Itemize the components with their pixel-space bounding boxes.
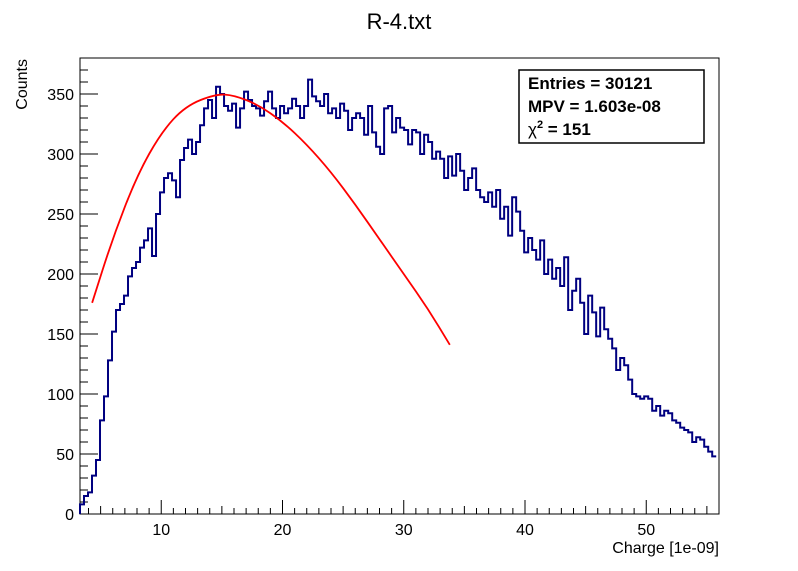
y-axis-label: Counts — [14, 59, 31, 110]
chi2-exponent: 2 — [537, 119, 543, 131]
x-tick-label: 30 — [395, 522, 413, 539]
y-tick-label: 0 — [65, 507, 74, 524]
axis-ticks — [80, 69, 720, 515]
y-tick-label: 100 — [47, 387, 74, 404]
x-tick-labels: 10 20 30 40 50 — [152, 522, 655, 539]
fit-curve — [91, 93, 451, 346]
x-tick-label: 20 — [274, 522, 292, 539]
chi2-value: = 151 — [543, 120, 591, 139]
stats-box: Entries = 30121 MPV = 1.603e-08 χ2 = 151 — [518, 69, 705, 144]
histogram-series — [79, 78, 717, 514]
chart-title: R-4.txt — [367, 9, 432, 34]
y-tick-label: 150 — [47, 327, 74, 344]
y-tick-labels: 0 50 100 150 200 250 300 350 — [47, 87, 74, 524]
x-tick-label: 10 — [152, 522, 170, 539]
x-axis-label: Charge [1e-09] — [612, 540, 719, 557]
x-tick-label: 50 — [637, 522, 655, 539]
y-tick-label: 250 — [47, 207, 74, 224]
chi2-symbol: χ — [528, 120, 537, 139]
y-tick-label: 200 — [47, 267, 74, 284]
stats-mpv: MPV = 1.603e-08 — [528, 97, 661, 116]
stats-entries: Entries = 30121 — [528, 74, 652, 93]
stats-chi2: χ2 = 151 — [528, 119, 591, 139]
y-tick-label: 350 — [47, 87, 74, 104]
y-tick-label: 50 — [56, 447, 74, 464]
x-tick-label: 40 — [516, 522, 534, 539]
y-tick-label: 300 — [47, 147, 74, 164]
